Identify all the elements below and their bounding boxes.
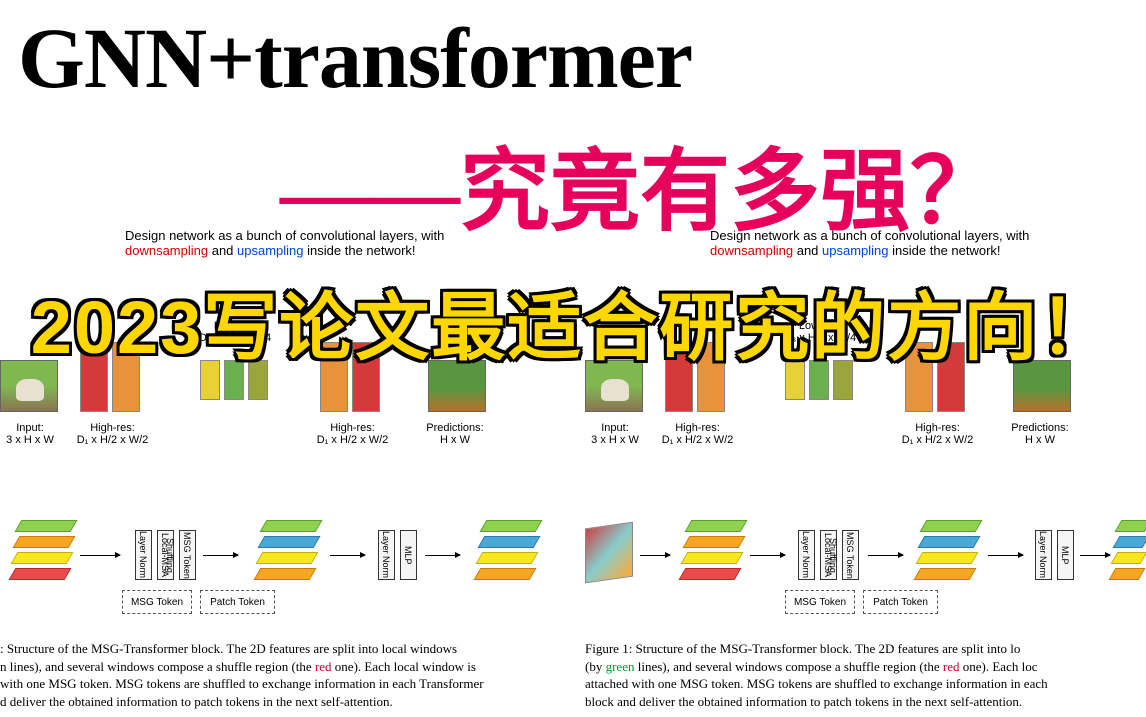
- msg-token-r: MSG Token: [785, 590, 855, 614]
- cr2r: red: [943, 659, 960, 674]
- pred-label-l: Predictions:H x W: [420, 422, 490, 446]
- design-down: downsampling: [125, 243, 208, 258]
- msg-diagram-right: Layer Norm Local-MSA MSG Token Shuffling…: [580, 500, 1146, 630]
- vbox-mlp-r: MLP: [1057, 530, 1074, 580]
- vbox-mlp-l: MLP: [400, 530, 417, 580]
- arrow-4-r: [1080, 555, 1110, 556]
- design-prefix-r: Design network as a bunch of convolution…: [710, 228, 1029, 243]
- vbox-shuf-l: MSG Token Shuffling: [179, 530, 196, 580]
- arrow-3-l: [330, 555, 365, 556]
- arrow-1-r: [750, 555, 785, 556]
- t: High-res:: [90, 422, 135, 434]
- vbox-shuf-r: MSG Token Shuffling: [842, 530, 859, 580]
- pred-label-r: Predictions:H x W: [1005, 422, 1075, 446]
- hr2-label-r: High-res:D₁ x H/2 x W/2: [900, 422, 975, 446]
- t: High-res:: [675, 422, 720, 434]
- vbox-ln2-l: Layer Norm: [378, 530, 395, 580]
- t: H x W: [440, 434, 470, 446]
- cr2a: (by: [585, 659, 606, 674]
- cr2g: green: [606, 659, 635, 674]
- stack-1-l: [10, 520, 72, 592]
- design-mid-r: and: [793, 243, 822, 258]
- cl3: with one MSG token. MSG tokens are shuff…: [0, 676, 484, 691]
- t: D₁ x H/2 x W/2: [317, 434, 389, 446]
- design-caption-right: Design network as a bunch of convolution…: [710, 228, 1029, 258]
- banner-yellow: 2023写论文最适合研究的方向！: [0, 268, 1146, 375]
- msg-diagram-left: Layer Norm Local-MSA MSG Token Shuffling…: [0, 500, 560, 630]
- arrow-0-r: [640, 555, 670, 556]
- stack-1-r: [680, 520, 742, 592]
- t: Input:: [601, 422, 629, 434]
- arrow-3-r: [988, 555, 1023, 556]
- cr1: Figure 1: Structure of the MSG-Transform…: [585, 641, 1020, 656]
- design-suffix: inside the network!: [304, 243, 416, 258]
- main-title: GNN+transformer: [18, 8, 692, 108]
- arrow-2-r: [868, 555, 903, 556]
- input-patch-r: [585, 522, 633, 584]
- t: D₁ x H/2 x W/2: [662, 434, 734, 446]
- t: 3 x H x W: [591, 434, 639, 446]
- t: High-res:: [330, 422, 375, 434]
- t: Predictions:: [426, 422, 483, 434]
- hr-label-r: High-res:D₁ x H/2 x W/2: [660, 422, 735, 446]
- design-caption-left: Design network as a bunch of convolution…: [125, 228, 444, 258]
- caption-right: Figure 1: Structure of the MSG-Transform…: [585, 640, 1145, 710]
- t: 3 x H x W: [6, 434, 54, 446]
- cr2p: one). Each loc: [960, 659, 1038, 674]
- input-label-r: Input:3 x H x W: [585, 422, 645, 446]
- t: High-res:: [915, 422, 960, 434]
- t: D₁ x H/2 x W/2: [902, 434, 974, 446]
- patch-token-r: Patch Token: [863, 590, 938, 614]
- vbox-ln1-r: Layer Norm: [798, 530, 815, 580]
- caption-left: : Structure of the MSG-Transformer block…: [0, 640, 550, 710]
- stack-2-r: [915, 520, 977, 592]
- msg-token-l: MSG Token: [122, 590, 192, 614]
- stack-2-l: [255, 520, 317, 592]
- hr2-label-l: High-res:D₁ x H/2 x W/2: [315, 422, 390, 446]
- arrow-4-l: [425, 555, 460, 556]
- patch-token-l: Patch Token: [200, 590, 275, 614]
- design-up: upsampling: [237, 243, 304, 258]
- design-prefix: Design network as a bunch of convolution…: [125, 228, 444, 243]
- cr3: attached with one MSG token. MSG tokens …: [585, 676, 1048, 691]
- vbox-ln2-r: Layer Norm: [1035, 530, 1052, 580]
- hr-label-l: High-res:D₁ x H/2 x W/2: [75, 422, 150, 446]
- design-mid: and: [208, 243, 237, 258]
- design-suffix-r: inside the network!: [889, 243, 1001, 258]
- cl2b: one). Each local window is: [332, 659, 476, 674]
- cr2m: lines), and several windows compose a sh…: [634, 659, 942, 674]
- design-up-r: upsampling: [822, 243, 889, 258]
- cl4: d deliver the obtained information to pa…: [0, 694, 393, 709]
- cl1: : Structure of the MSG-Transformer block…: [0, 641, 457, 656]
- t: D₁ x H/2 x W/2: [77, 434, 149, 446]
- stack-3-r: [1110, 520, 1146, 592]
- input-label-l: Input:3 x H x W: [0, 422, 60, 446]
- arrow-1-l: [80, 555, 120, 556]
- t: H x W: [1025, 434, 1055, 446]
- stack-3-l: [475, 520, 537, 592]
- cr4: block and deliver the obtained informati…: [585, 694, 1022, 709]
- arrow-2-l: [203, 555, 238, 556]
- design-down-r: downsampling: [710, 243, 793, 258]
- t: Predictions:: [1011, 422, 1068, 434]
- cl2a: n lines), and several windows compose a …: [0, 659, 315, 674]
- t: Input:: [16, 422, 44, 434]
- cl2r: red: [315, 659, 332, 674]
- vbox-ln1-l: Layer Norm: [135, 530, 152, 580]
